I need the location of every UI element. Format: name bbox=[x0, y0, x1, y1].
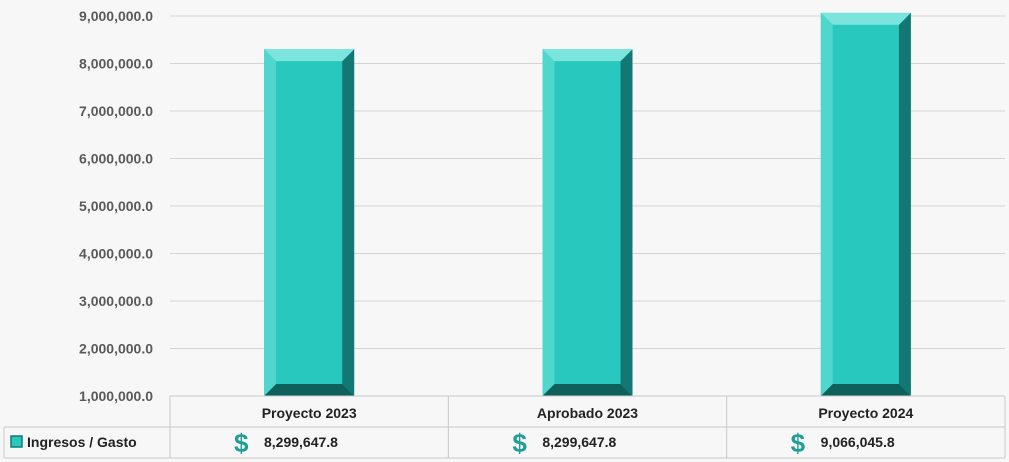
bar bbox=[820, 12, 911, 397]
bar-face bbox=[554, 61, 621, 385]
category-label: Aprobado 2023 bbox=[537, 405, 638, 421]
bar-bevel-top bbox=[264, 49, 355, 62]
bars bbox=[264, 12, 911, 397]
bar-bevel-right bbox=[342, 49, 355, 397]
y-tick-label: 6,000,000.0 bbox=[79, 151, 153, 167]
category-label: Proyecto 2023 bbox=[262, 405, 357, 421]
y-tick-label: 9,000,000.0 bbox=[79, 8, 153, 24]
y-tick-label: 7,000,000.0 bbox=[79, 103, 153, 119]
y-tick-label: 5,000,000.0 bbox=[79, 198, 153, 214]
y-tick-label: 3,000,000.0 bbox=[79, 293, 153, 309]
y-tick-label: 8,000,000.0 bbox=[79, 56, 153, 72]
bar bbox=[264, 49, 355, 397]
data-value: 8,299,647.8 bbox=[542, 434, 616, 450]
category-label: Proyecto 2024 bbox=[818, 405, 913, 421]
data-value: 8,299,647.8 bbox=[264, 434, 338, 450]
bar-bevel-left bbox=[542, 49, 555, 397]
bar-bevel-top bbox=[542, 49, 633, 62]
bar bbox=[542, 49, 633, 397]
series-name: Ingresos / Gasto bbox=[27, 434, 137, 450]
bar-face bbox=[276, 61, 343, 385]
data-table: Proyecto 2023 Aprobado 2023 Proyecto 2024 I… bbox=[3, 395, 1006, 459]
y-tick-label: 2,000,000.0 bbox=[79, 341, 153, 357]
legend-key bbox=[10, 435, 23, 448]
bar-bevel-right bbox=[898, 12, 911, 397]
data-value: 9,066,045.8 bbox=[821, 434, 895, 450]
bar-bevel-right bbox=[620, 49, 633, 397]
y-axis-ticks: 1,000,000.0 2,000,000.0 3,000,000.0 4,000,0… bbox=[79, 8, 153, 404]
y-tick-label: 1,000,000.0 bbox=[79, 388, 153, 404]
currency-symbol: $ bbox=[512, 428, 527, 458]
bar-bevel-left bbox=[820, 12, 833, 397]
currency-symbol: $ bbox=[791, 428, 806, 458]
bar-bevel-top bbox=[820, 12, 911, 25]
bar-bevel-left bbox=[264, 49, 277, 397]
bar-bevel-bottom bbox=[820, 384, 911, 396]
currency-symbol: $ bbox=[234, 428, 249, 458]
bar-face bbox=[832, 24, 899, 384]
bar-bevel-bottom bbox=[264, 384, 355, 396]
y-tick-label: 4,000,000.0 bbox=[79, 246, 153, 262]
bar-bevel-bottom bbox=[542, 384, 633, 396]
